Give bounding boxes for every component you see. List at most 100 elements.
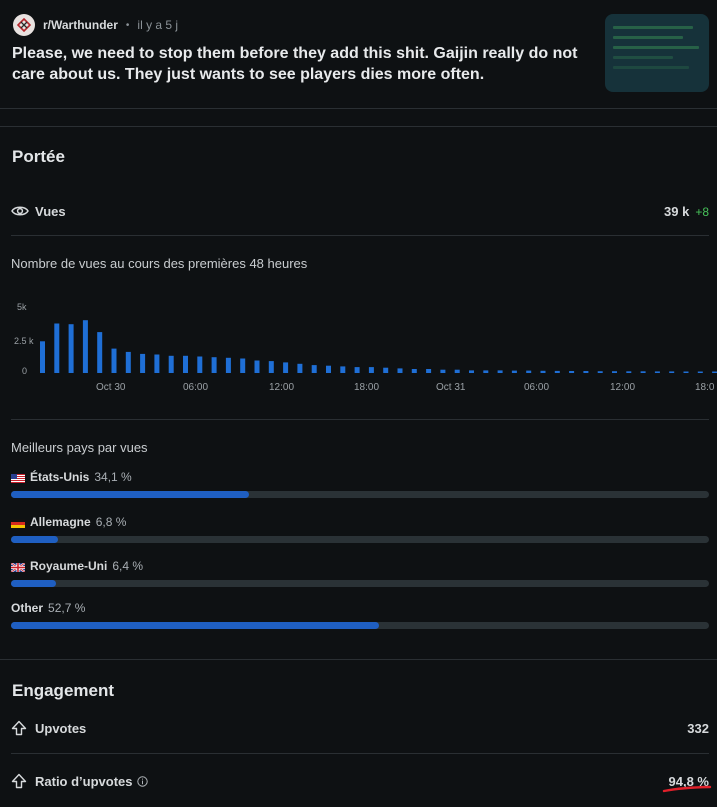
chart-bar[interactable] — [554, 370, 560, 373]
country-row-other: Other 52,7 % — [11, 600, 709, 629]
post-header[interactable]: r/Warthunder • il y a 5 j Please, we nee… — [0, 0, 717, 109]
chart-bar[interactable] — [397, 368, 403, 373]
meta-separator: • — [125, 19, 130, 31]
divider — [11, 235, 709, 236]
chart-bar[interactable] — [154, 354, 160, 374]
chart-bar[interactable] — [597, 371, 603, 373]
chart-bar[interactable] — [68, 324, 74, 373]
chart-bar[interactable] — [654, 371, 660, 373]
reach-heading: Portée — [12, 147, 65, 166]
chart-bar[interactable] — [569, 371, 575, 373]
subreddit-name[interactable]: r/Warthunder — [43, 18, 118, 32]
country-percent: 52,7 % — [48, 600, 86, 615]
section-divider — [0, 126, 717, 127]
chart-bar[interactable] — [168, 355, 174, 373]
top-countries-title: Meilleurs pays par vues — [11, 440, 148, 455]
country-bar-track — [11, 491, 709, 498]
country-name: Allemagne — [30, 514, 91, 529]
chart-bar[interactable] — [368, 367, 374, 373]
x-tick-label: 18:00 — [354, 382, 380, 393]
chart-bar[interactable] — [526, 370, 532, 373]
post-time: il y a 5 j — [137, 18, 179, 32]
info-icon[interactable] — [136, 775, 148, 787]
country-name: États-Unis — [30, 469, 90, 484]
country-name: Royaume-Uni — [30, 558, 108, 573]
post-meta: r/Warthunder • il y a 5 j — [13, 14, 178, 36]
chart-bar[interactable] — [612, 371, 617, 373]
x-tick-label: 06:00 — [183, 382, 209, 393]
chart-bar[interactable] — [254, 360, 260, 374]
chart-bar[interactable] — [583, 371, 589, 373]
chart-bar[interactable] — [111, 348, 117, 373]
views-row: Vues 39 k +8 — [11, 201, 709, 221]
country-row-de: Allemagne 6,8 % — [11, 514, 709, 543]
chart-bar[interactable] — [383, 367, 389, 373]
chart-bar[interactable] — [683, 371, 689, 374]
chart-bar[interactable] — [82, 320, 88, 373]
chart-bar[interactable] — [311, 365, 317, 373]
chart-bar[interactable] — [411, 369, 417, 373]
chart-bar[interactable] — [483, 370, 489, 373]
x-tick-label: 06:00 — [524, 382, 550, 393]
post-title[interactable]: Please, we need to stop them before they… — [12, 45, 578, 83]
chart-bar[interactable] — [183, 355, 188, 373]
chart-bar[interactable] — [197, 356, 203, 374]
chart-bar[interactable] — [40, 341, 45, 373]
chart-bar[interactable] — [125, 351, 131, 373]
upvote-ratio-label: Ratio d’upvotes — [35, 773, 133, 789]
chart-bar[interactable] — [283, 362, 289, 373]
country-percent: 6,8 % — [95, 514, 127, 529]
country-bar-fill — [11, 622, 379, 629]
y-tick-label: 0 — [22, 366, 28, 376]
chart-bar[interactable] — [97, 332, 103, 373]
chart-bar[interactable] — [697, 371, 703, 374]
country-bar-track — [11, 580, 709, 587]
chart-bar[interactable] — [440, 369, 446, 373]
views-value: 39 k +8 — [664, 204, 709, 219]
subreddit-icon[interactable] — [13, 14, 35, 36]
chart-bar[interactable] — [268, 361, 274, 373]
chart-bar[interactable] — [640, 371, 646, 373]
upvote-ratio-value: 94,8 % — [668, 773, 709, 789]
country-percent: 6,4 % — [112, 558, 144, 573]
chart-bar[interactable] — [626, 371, 632, 373]
x-tick-label: Oct 31 — [436, 382, 466, 393]
chart-bar[interactable] — [225, 357, 231, 373]
country-bar-fill — [11, 491, 250, 498]
country-row-uk: Royaume-Uni 6,4 % — [10, 558, 709, 587]
chart-bar[interactable] — [140, 353, 146, 373]
uk-flag-icon — [10, 561, 26, 573]
chart-bar[interactable] — [211, 357, 217, 373]
y-tick-label: 5k — [17, 302, 27, 312]
country-bar-track — [11, 536, 709, 543]
x-tick-label: Oct 30 — [96, 382, 126, 393]
post-thumbnail[interactable] — [605, 14, 709, 92]
views-delta: +8 — [695, 204, 709, 219]
upvotes-label: Upvotes — [35, 720, 87, 736]
chart-bar[interactable] — [469, 370, 474, 373]
x-tick-label: 18:0 — [695, 382, 715, 393]
divider — [11, 753, 709, 754]
engagement-heading: Engagement — [12, 681, 115, 700]
chart-bar[interactable] — [326, 365, 331, 373]
chart-bar[interactable] — [712, 371, 717, 374]
chart-bar[interactable] — [426, 369, 432, 373]
y-tick-label: 2.5 k — [14, 336, 34, 346]
upvotes-row: Upvotes 332 — [11, 718, 709, 738]
chart-bar[interactable] — [54, 323, 60, 374]
chart-bar[interactable] — [354, 367, 360, 373]
chart-bar[interactable] — [511, 370, 517, 373]
chart-bar[interactable] — [497, 370, 503, 373]
red-underline-annotation — [662, 785, 712, 793]
views-chart-title: Nombre de vues au cours des premières 48… — [11, 256, 308, 271]
chart-bar[interactable] — [240, 358, 246, 374]
chart-bar[interactable] — [669, 371, 675, 373]
chart-bar[interactable] — [297, 363, 303, 373]
chart-bar[interactable] — [454, 369, 460, 373]
chart-bar[interactable] — [540, 370, 546, 373]
de-flag-icon — [11, 517, 25, 528]
upvote-arrow-icon — [11, 772, 29, 790]
country-bar-fill — [11, 536, 59, 543]
views-bar-chart — [40, 320, 717, 374]
chart-bar[interactable] — [340, 366, 346, 373]
